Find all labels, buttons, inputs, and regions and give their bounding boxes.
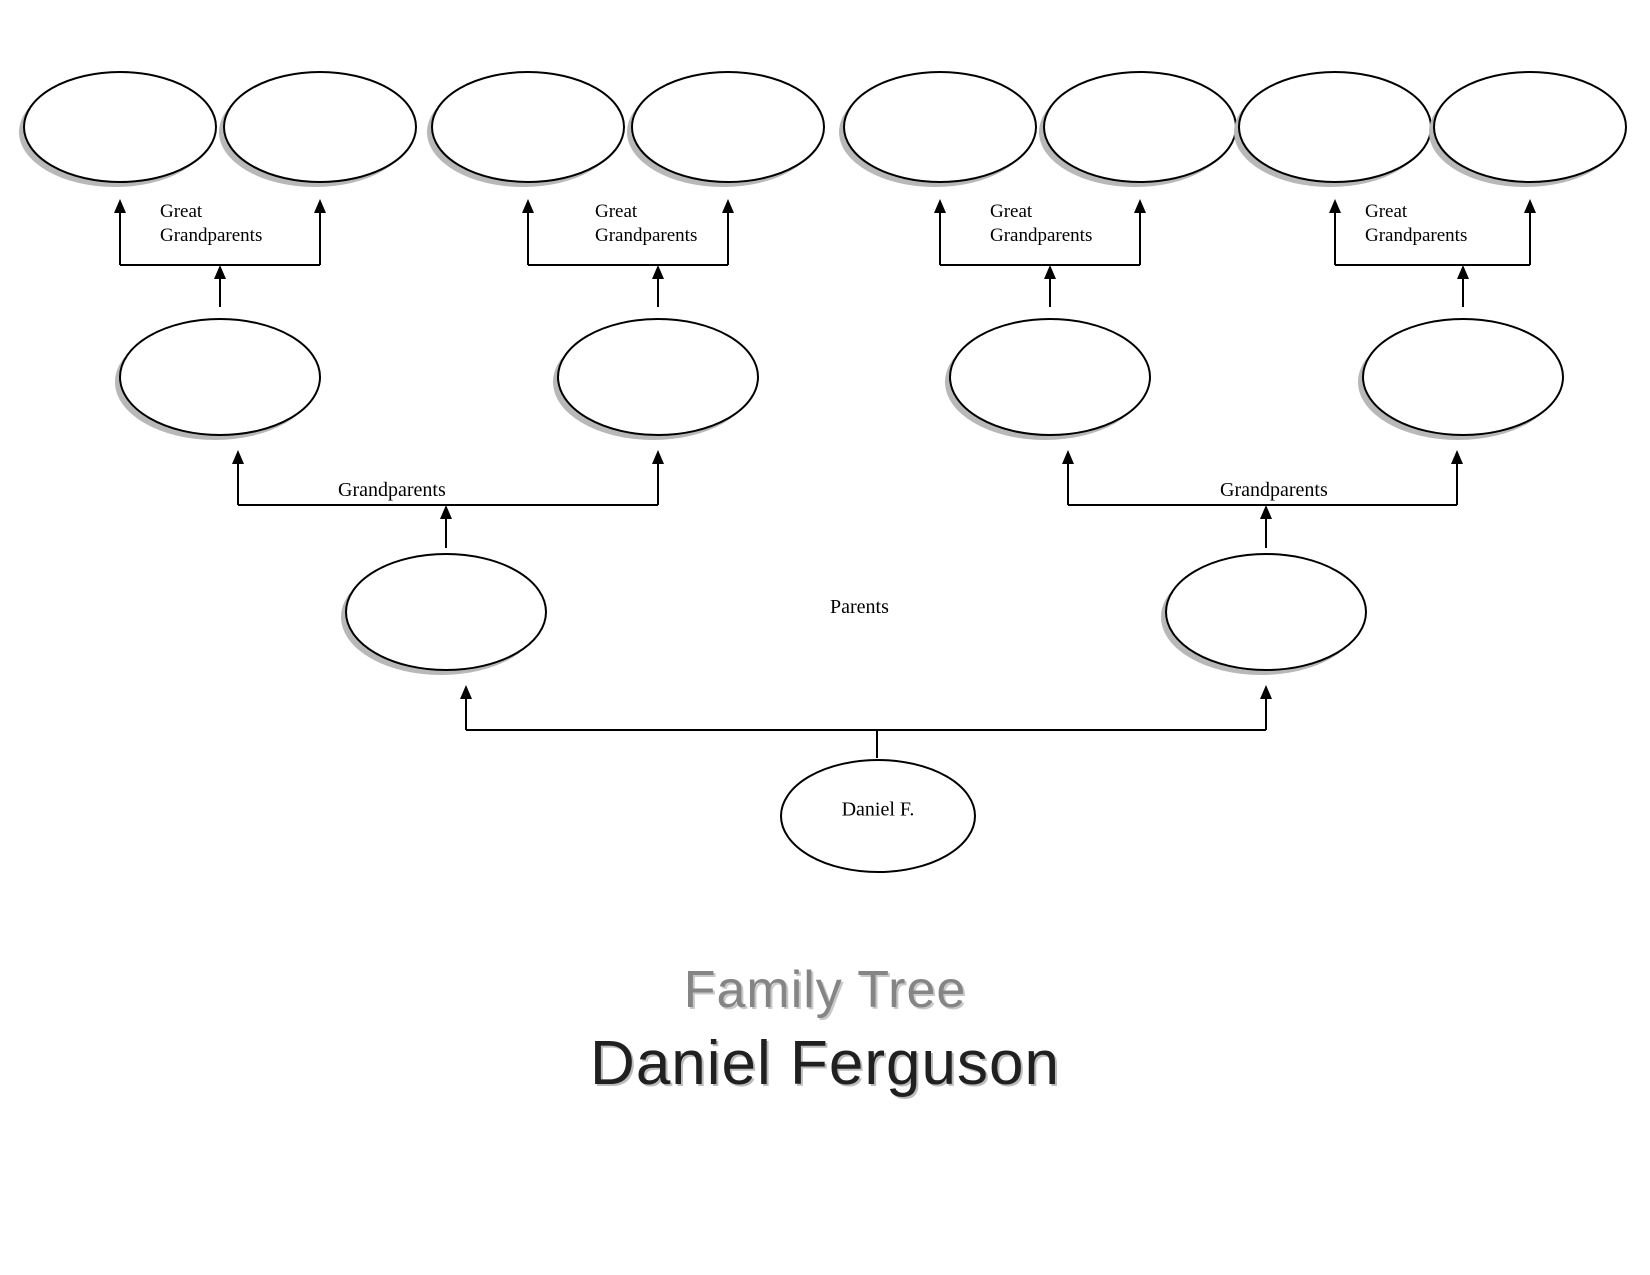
grandparents-label-right: Grandparents: [1220, 478, 1328, 503]
root-node-label: Daniel F.: [842, 798, 915, 823]
title-block: Family Tree Daniel Ferguson: [590, 960, 1060, 1099]
family-tree-canvas: Great Grandparents Great Grandparents Gr…: [0, 0, 1650, 1275]
great-grandparents-label-1: Great Grandparents: [160, 200, 262, 248]
great-grandparents-label-4: Great Grandparents: [1365, 200, 1467, 248]
title-line2: Daniel Ferguson: [590, 1028, 1060, 1099]
great-grandparents-label-2: Great Grandparents: [595, 200, 697, 248]
grandparents-label-left: Grandparents: [338, 478, 446, 503]
great-grandparents-label-3: Great Grandparents: [990, 200, 1092, 248]
parents-label: Parents: [830, 595, 889, 620]
title-line1: Family Tree: [590, 960, 1060, 1020]
